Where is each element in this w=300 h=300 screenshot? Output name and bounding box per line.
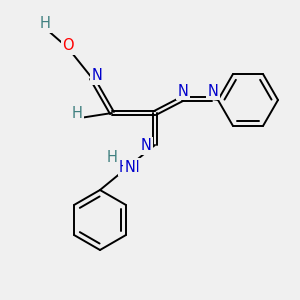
Text: N: N <box>208 83 218 98</box>
Text: H: H <box>40 16 50 32</box>
Text: N: N <box>178 83 188 98</box>
Text: O: O <box>62 38 74 53</box>
Text: N: N <box>141 139 152 154</box>
Text: H: H <box>72 106 83 122</box>
Text: HN: HN <box>119 160 141 175</box>
Text: H: H <box>106 149 117 164</box>
Text: N: N <box>124 160 135 175</box>
Text: N: N <box>92 68 102 83</box>
